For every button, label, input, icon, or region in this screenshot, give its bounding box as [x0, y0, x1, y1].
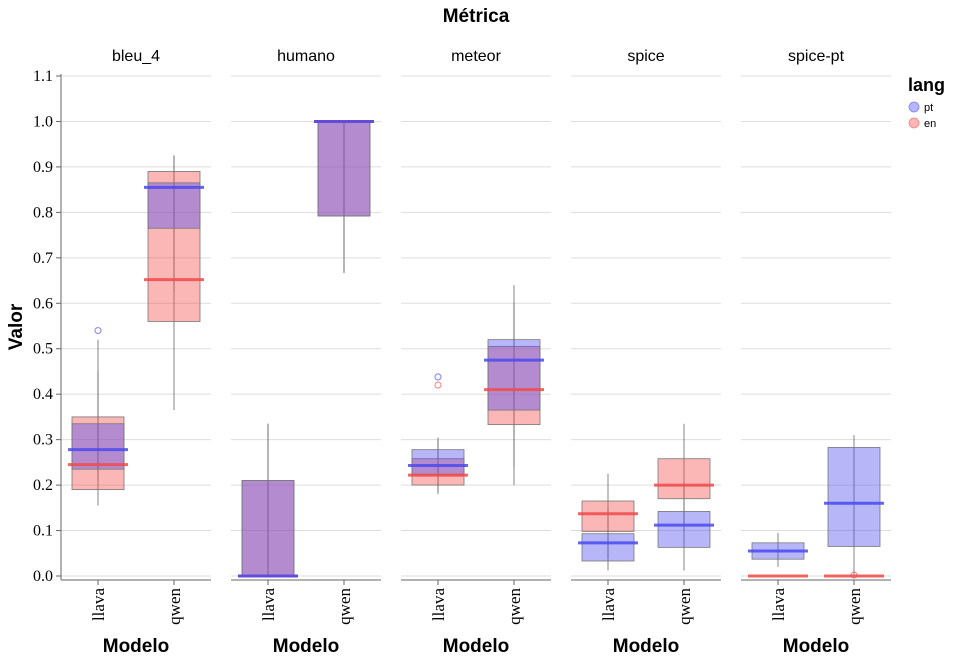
box-qwen-pt	[487, 339, 541, 411]
facet-label: bleu_4	[112, 48, 160, 65]
y-tick-label: 1.0	[33, 113, 53, 130]
box-qwen-en	[657, 458, 711, 500]
box-llava-en	[581, 500, 635, 532]
facet-label: meteor	[451, 48, 501, 65]
y-tick-label: 0.1	[33, 523, 53, 540]
legend-title: lang	[908, 75, 945, 95]
legend-swatch-pt	[908, 101, 920, 113]
plot-area: 0.0 0.1 0.2 0.3 0.4 0.5 0.6 0.7 0.8 0.9 1.0 1.1 bleu…	[33, 48, 891, 657]
box-qwen-pt	[147, 182, 201, 229]
legend-label-pt: pt	[924, 102, 933, 114]
outlier-llava-pt	[94, 326, 102, 335]
box-llava-pt	[581, 533, 635, 562]
y-tick-label: 0.5	[33, 341, 53, 358]
x-tick-label: qwen	[505, 588, 524, 625]
box-qwen-en	[317, 121, 371, 217]
x-tick-label: qwen	[165, 588, 184, 625]
x-axis-label: Modelo	[103, 636, 170, 657]
y-tick-label: 0.0	[33, 568, 53, 585]
box-qwen-pt	[317, 121, 371, 217]
y-tick-label: 1.1	[33, 68, 53, 85]
box-llava-pt	[71, 423, 125, 470]
x-tick-label: llava	[259, 588, 278, 621]
x-tick-label: qwen	[675, 588, 694, 625]
y-tick-label: 0.9	[33, 159, 53, 176]
facet-label: spice-pt	[788, 48, 845, 65]
outlier-llava-en	[434, 381, 442, 389]
x-tick-label: llava	[429, 588, 448, 621]
x-axis-label: Modelo	[443, 636, 510, 657]
y-tick-label: 0.8	[33, 204, 53, 221]
y-tick-label: 0.4	[33, 386, 53, 403]
x-tick-label: llava	[769, 588, 788, 621]
x-axis-label: Modelo	[783, 636, 850, 657]
y-tick-label: 0.6	[33, 295, 53, 312]
y-axis-label: Valor	[6, 303, 27, 350]
box-qwen-en	[147, 171, 201, 322]
x-tick-label: qwen	[335, 588, 354, 625]
y-tick-label: 0.3	[33, 432, 53, 449]
x-tick-label: llava	[599, 588, 618, 621]
y-tick-label: 0.7	[33, 250, 53, 267]
outlier-qwen-en	[850, 571, 858, 579]
box-llava-pt	[411, 449, 465, 476]
chart-title: Métrica	[443, 6, 510, 27]
legend: lang pt en	[908, 75, 945, 130]
box-qwen-pt	[657, 511, 711, 548]
x-tick-label: llava	[89, 588, 108, 621]
x-axis-label: Modelo	[613, 636, 680, 657]
box-llava-pt	[241, 480, 295, 577]
x-axis-label: Modelo	[273, 636, 340, 657]
legend-label-en: en	[924, 118, 936, 130]
facet-label: humano	[277, 48, 335, 65]
x-tick-label: qwen	[845, 588, 864, 625]
y-tick-label: 0.2	[33, 477, 53, 494]
outlier-llava-pt	[434, 373, 442, 381]
box-qwen-pt	[827, 446, 881, 547]
legend-swatch-en	[908, 117, 920, 129]
facet-label: spice	[627, 48, 664, 65]
